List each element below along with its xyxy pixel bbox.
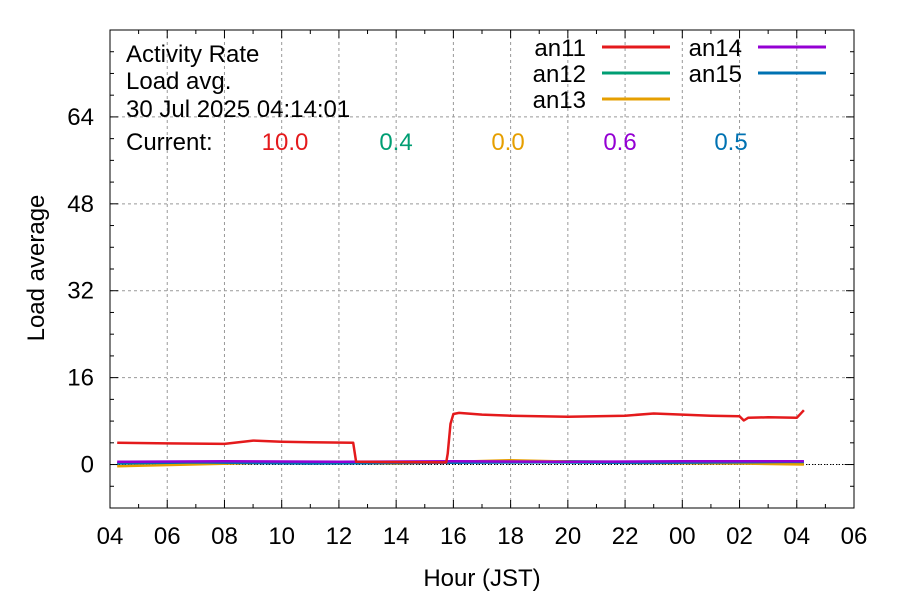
series-line-an11 (117, 409, 805, 464)
x-tick-labels: 04 06 08 10 12 14 16 18 20 22 00 02 04 06 (97, 523, 868, 550)
title-line-2: Load avg. (126, 68, 231, 95)
y-axis-label: Load average (23, 195, 50, 342)
x-tick-label: 06 (841, 523, 868, 550)
y-tick-label: 64 (67, 104, 94, 131)
grid-lines (110, 30, 854, 508)
x-tick-label: 10 (268, 523, 295, 550)
legend-label-an14: an14 (689, 35, 742, 62)
x-tick-label: 00 (669, 523, 696, 550)
legend-label-an11: an11 (534, 35, 586, 62)
plot-frame (109, 29, 855, 509)
current-value-an11: 10.0 (262, 129, 309, 156)
x-tick-label: 08 (211, 523, 238, 550)
x-tick-label: 20 (554, 523, 581, 550)
y-tick-label: 32 (67, 278, 94, 305)
title-line-3: 30 Jul 2025 04:14:01 (126, 96, 350, 123)
legend-label-an15: an15 (689, 61, 742, 88)
current-value-an12: 0.4 (379, 129, 412, 156)
current-values: 10.0 0.4 0.0 0.6 0.5 (262, 129, 748, 156)
x-tick-label: 04 (783, 523, 810, 550)
x-tick-label: 16 (440, 523, 467, 550)
x-tick-label: 18 (497, 523, 524, 550)
x-tick-label: 02 (726, 523, 753, 550)
current-value-an13: 0.0 (491, 129, 524, 156)
title-line-1: Activity Rate (126, 41, 259, 68)
series-lines (117, 409, 805, 468)
x-tick-label: 06 (154, 523, 181, 550)
y-tick-label: 0 (81, 452, 94, 479)
current-value-an15: 0.5 (714, 129, 747, 156)
y-tick-labels: 0 16 32 48 64 (67, 104, 94, 479)
x-tick-label: 14 (383, 523, 410, 550)
x-tick-label: 12 (326, 523, 353, 550)
current-label: Current: (126, 129, 213, 156)
y-tick-label: 16 (67, 365, 94, 392)
series-line-an14 (117, 460, 804, 464)
x-tick-label: 04 (97, 523, 124, 550)
legend-label-an12: an12 (533, 61, 586, 88)
current-value-an14: 0.6 (603, 129, 636, 156)
x-tick-label: 22 (612, 523, 639, 550)
x-axis-label: Hour (JST) (423, 565, 540, 592)
legend-label-an13: an13 (533, 87, 586, 114)
y-tick-label: 48 (67, 191, 94, 218)
